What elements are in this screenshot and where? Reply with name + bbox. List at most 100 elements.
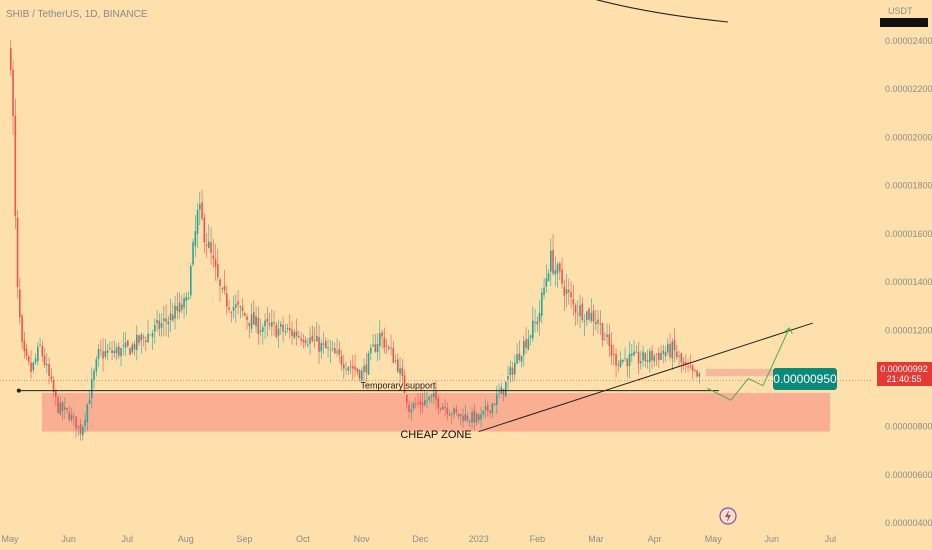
candle-body [127, 340, 129, 346]
target-price-badge [773, 368, 837, 390]
candle-body [219, 279, 221, 286]
candle-body [471, 412, 473, 423]
candle-body [529, 335, 532, 338]
cheap-zone-label: CHEAP ZONE [400, 429, 471, 441]
candle-body [473, 410, 476, 423]
candle-body [95, 359, 98, 372]
candle-body [664, 352, 667, 357]
candle-body [644, 352, 647, 362]
candle-body [291, 329, 293, 336]
candle-body [196, 209, 199, 235]
candle-body [268, 323, 271, 325]
candle-body [538, 312, 541, 322]
candle-body [615, 353, 617, 366]
candle-body [293, 331, 296, 338]
candle-body [498, 393, 500, 395]
candle-body [493, 403, 496, 406]
candle-body [547, 273, 550, 282]
candle-body [491, 403, 494, 414]
candle-body [104, 351, 107, 357]
candle-body [334, 348, 336, 354]
candle-body [478, 414, 480, 420]
candle-body [307, 344, 309, 345]
candle-body [311, 335, 314, 341]
candle-body [379, 333, 381, 346]
candle-body [203, 217, 206, 243]
candle-body [30, 362, 32, 372]
candle-body [687, 366, 689, 368]
candle-body [439, 408, 442, 409]
candle-body [241, 306, 244, 311]
candle-body [43, 356, 46, 366]
candle-body [390, 347, 392, 349]
candle-body [264, 320, 266, 327]
candle-body [358, 370, 361, 379]
candle-body [167, 321, 170, 325]
candle-body [568, 290, 570, 293]
candle-body [374, 344, 377, 352]
last-price-text: 0.00000992 [880, 364, 928, 374]
candle-body [169, 313, 172, 320]
candle-body [244, 313, 246, 316]
support-line-anchor [16, 388, 21, 393]
candle-body [437, 398, 440, 408]
candle-body [237, 301, 239, 305]
candle-body [426, 400, 428, 402]
candle-body [572, 299, 575, 305]
candle-body [502, 389, 505, 396]
candle-body [511, 367, 514, 375]
candle-body [187, 298, 190, 300]
candle-body [124, 342, 127, 348]
candle-body [145, 340, 147, 343]
candle-body [266, 318, 269, 323]
candle-body [138, 335, 140, 344]
x-tick-label: Oct [296, 534, 311, 544]
candle-body [453, 408, 455, 415]
x-tick-label: Nov [354, 534, 371, 544]
labels-layer: Temporary support CHEAP ZONE 0.00000950 0.0… [360, 362, 932, 525]
candle-body [160, 323, 163, 328]
candle-body [91, 379, 93, 398]
candle-body [39, 344, 41, 346]
candle-body [68, 412, 71, 420]
candle-body [487, 405, 489, 411]
candle-body [325, 341, 327, 349]
candle-body [354, 366, 356, 370]
candle-body [619, 359, 622, 368]
candle-body [235, 304, 237, 308]
candle-body [273, 322, 275, 324]
candle-body [318, 337, 320, 352]
candle-body [489, 410, 491, 413]
candle-body [583, 320, 586, 322]
candle-body [419, 401, 422, 405]
candle-body [230, 312, 233, 314]
candle-body [689, 365, 692, 367]
x-tick-label: Apr [648, 534, 662, 544]
candle-body [563, 286, 566, 296]
candle-body [649, 351, 651, 363]
rising-trendline [478, 322, 813, 433]
candle-body [106, 350, 109, 354]
lines-layer [0, 0, 872, 433]
candle-body [34, 358, 37, 363]
candle-body [433, 392, 435, 397]
candle-body [57, 397, 59, 414]
candle-body [28, 356, 30, 362]
candle-body [79, 424, 82, 435]
x-tick-label: 2023 [469, 534, 489, 544]
candle-body [77, 425, 80, 428]
candle-body [532, 320, 534, 339]
candle-body [410, 409, 413, 413]
candle-body [250, 314, 253, 329]
y-tick-label: 0.00000400 [885, 518, 932, 528]
candle-body [309, 337, 311, 344]
candles-layer [10, 40, 701, 441]
candle-body [482, 410, 485, 415]
y-tick-label: 0.00001800 [885, 181, 932, 191]
candle-body [284, 331, 287, 333]
candle-body [676, 351, 678, 358]
candle-body [259, 330, 262, 332]
y-tick-label: 0.00002000 [885, 132, 932, 142]
